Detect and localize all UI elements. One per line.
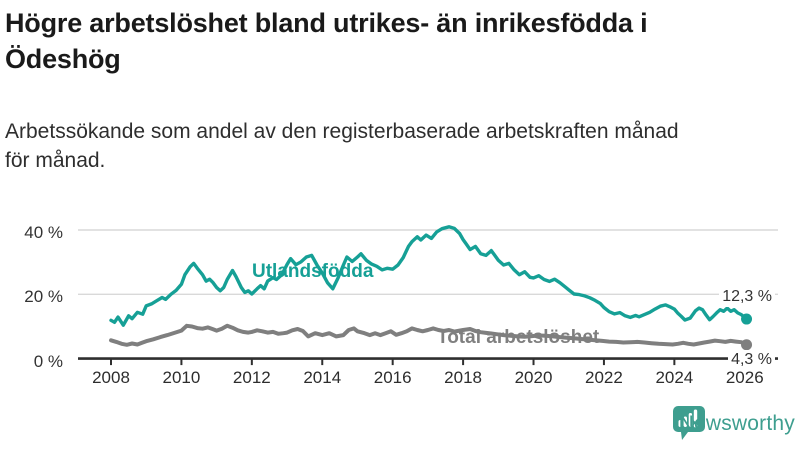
end-value-utlandsfodda: 12,3 %	[719, 287, 775, 307]
series-label-utlandsfodda: Utlandsfödda	[252, 261, 374, 282]
newsworthy-bubble-chart-icon	[672, 406, 705, 440]
series-end-dot-1	[741, 339, 753, 351]
x-tick-label-2018: 2018	[444, 368, 482, 387]
subtitle-line-2: för månad.	[5, 149, 106, 172]
newsworthy-wordmark: Newsworthy	[678, 412, 795, 435]
y-tick-label-20: 20 %	[24, 287, 63, 307]
y-tick-label-0: 0 %	[33, 351, 63, 371]
series-label-total-arbetsloshet: Total arbetslöshet	[437, 327, 600, 348]
chart-subtitle: Arbetssökande som andel av den registerb…	[5, 117, 797, 175]
page-title: Högre arbetslöshet bland utrikes- än inr…	[5, 5, 797, 77]
x-tick-label-2008: 2008	[92, 368, 130, 387]
series-end-dots	[741, 313, 753, 351]
x-axis	[78, 357, 778, 366]
newsworthy-logo: Newsworthy	[671, 403, 795, 447]
x-tick-label-2022: 2022	[585, 368, 623, 387]
x-tick-label-2014: 2014	[303, 368, 342, 387]
series-line-1	[109, 323, 749, 347]
series-lines	[109, 225, 749, 347]
series-line-0	[109, 225, 749, 327]
subtitle-line-1: Arbetssökande som andel av den registerb…	[5, 120, 679, 143]
end-value-total-arbetsloshet: 4,3 %	[728, 350, 775, 370]
x-tick-label-2016: 2016	[373, 368, 412, 387]
y-tick-label-40: 40 %	[24, 223, 63, 242]
x-tick-label-2026: 2026	[725, 368, 764, 387]
series-end-dot-0	[741, 313, 753, 325]
gridlines	[78, 229, 778, 295]
x-tick-label-2012: 2012	[232, 368, 271, 387]
title-line-2: Ödeshög	[5, 44, 121, 74]
x-tick-label-2024: 2024	[655, 368, 694, 387]
x-tick-label-2020: 2020	[514, 368, 553, 387]
x-tick-label-2010: 2010	[162, 368, 201, 387]
title-line-1: Högre arbetslöshet bland utrikes- än inr…	[5, 8, 648, 38]
